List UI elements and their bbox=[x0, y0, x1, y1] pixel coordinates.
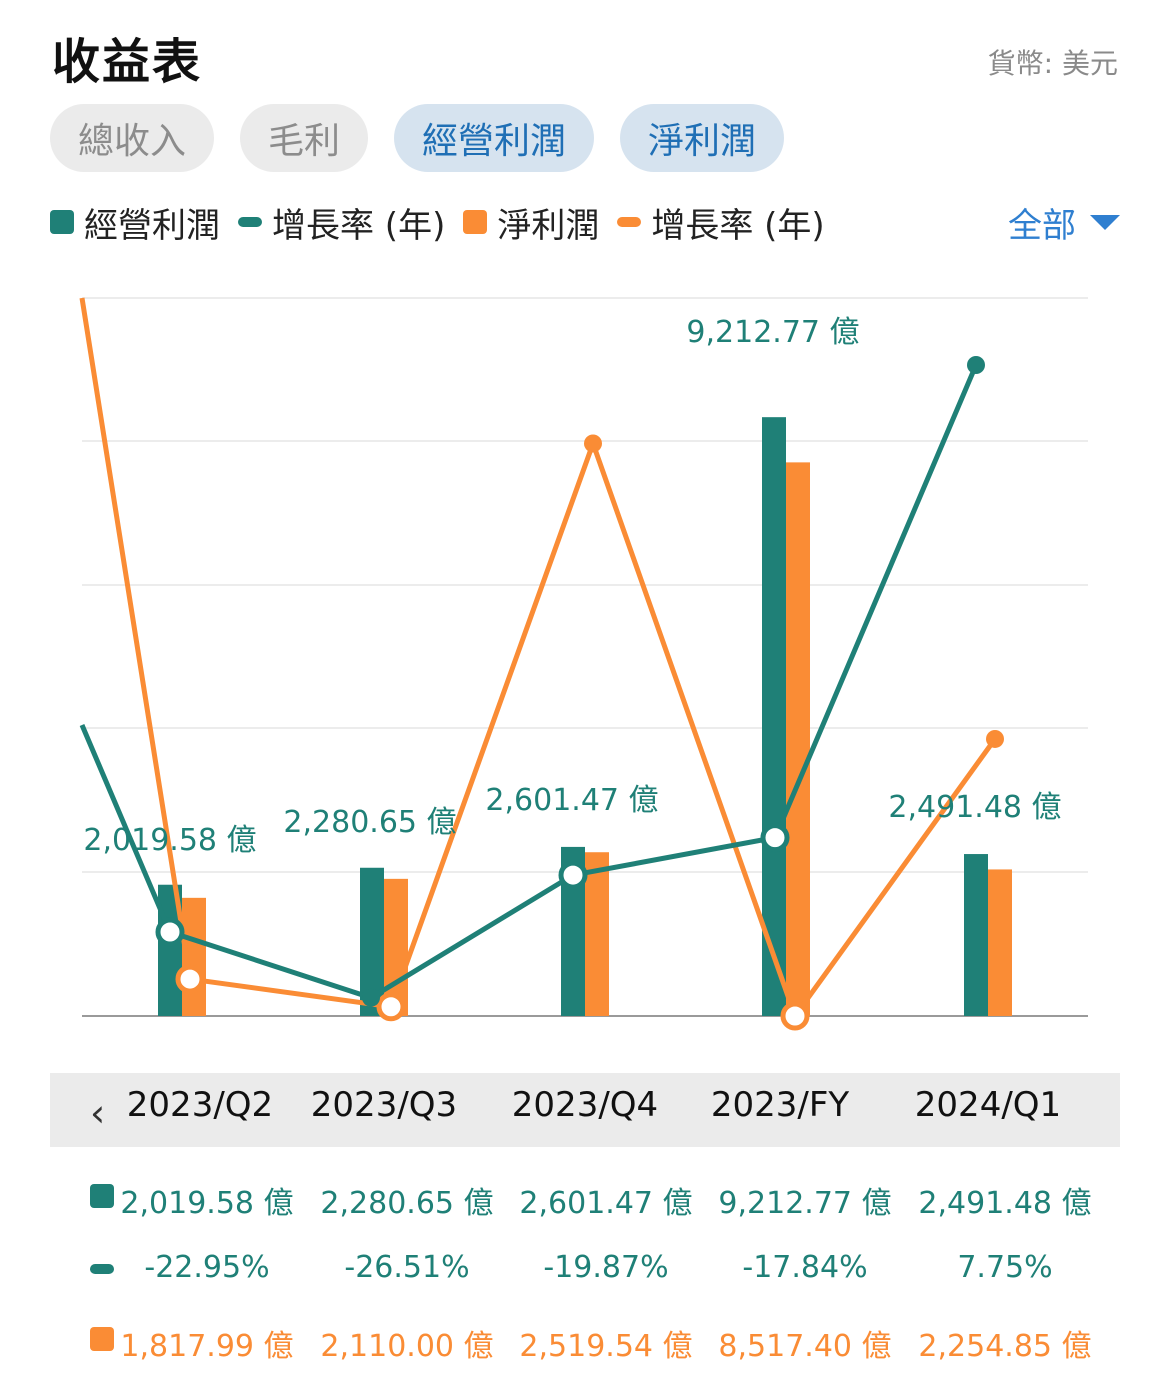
line-net-growth bbox=[79, 297, 998, 1019]
tab-gross-profit[interactable]: 毛利 bbox=[240, 104, 369, 172]
tab-total-revenue[interactable]: 總收入 bbox=[50, 104, 215, 172]
period-label[interactable]: 2023/FY bbox=[710, 1085, 850, 1125]
table-cell-net-profit: 2,110.00 億 bbox=[320, 1329, 494, 1364]
period-label[interactable]: 2024/Q1 bbox=[914, 1085, 1062, 1125]
line-operating-growth-point bbox=[967, 356, 985, 374]
bar-operating-profit bbox=[964, 854, 988, 1016]
table-cell-operating-profit: 2,280.65 億 bbox=[320, 1186, 494, 1221]
table-cell-operating-growth: -17.84% bbox=[742, 1250, 868, 1285]
teal-square-icon bbox=[90, 1184, 114, 1208]
table-cell-net-profit: 8,517.40 億 bbox=[718, 1329, 892, 1364]
legend-operating-profit[interactable]: 經營利潤 bbox=[50, 198, 220, 247]
teal-line-icon bbox=[238, 217, 262, 227]
data-label-operating-profit: 2,491.48 億 bbox=[888, 790, 1061, 825]
data-label-operating-profit: 2,601.47 億 bbox=[485, 783, 658, 818]
orange-square-icon bbox=[463, 210, 488, 234]
table-cell-operating-growth: -22.95% bbox=[144, 1250, 270, 1285]
legend-label: 增長率 (年) bbox=[272, 205, 446, 246]
data-label-operating-profit: 9,212.77 億 bbox=[686, 315, 859, 350]
chevron-left-icon[interactable]: ‹ bbox=[90, 1091, 106, 1135]
legend-operating-growth[interactable]: 增長率 (年) bbox=[238, 198, 445, 247]
currency-label: 貨幣: 美元 bbox=[987, 47, 1118, 80]
line-net-growth-point bbox=[986, 729, 1004, 748]
table-cell-net-profit: 2,254.85 億 bbox=[918, 1329, 1092, 1364]
legend-label: 淨利潤 bbox=[497, 205, 600, 246]
period-label[interactable]: 2023/Q3 bbox=[310, 1085, 458, 1125]
bar-operating-profit bbox=[762, 417, 786, 1017]
table-cell-operating-growth: -26.51% bbox=[344, 1250, 470, 1285]
line-operating-growth bbox=[79, 364, 979, 1001]
data-label-operating-profit: 2,280.65 億 bbox=[283, 805, 456, 840]
table-cell-net-profit: 2,519.54 億 bbox=[519, 1329, 693, 1364]
bar-net-profit bbox=[585, 852, 609, 1016]
table-cell-operating-profit: 2,019.58 億 bbox=[120, 1186, 294, 1221]
legend-label: 經營利潤 bbox=[84, 205, 220, 246]
table-row-net-profit: 1,817.99 億 2,110.00 億 2,519.54 億 8,517.40 億… bbox=[50, 1315, 1120, 1365]
teal-line-icon bbox=[90, 1264, 114, 1274]
filter-label: 全部 bbox=[1008, 205, 1076, 246]
line-net-growth-point bbox=[584, 434, 602, 453]
bar-net-profit bbox=[786, 462, 810, 1016]
line-net-growth-point bbox=[175, 964, 205, 994]
line-operating-growth-point bbox=[760, 823, 790, 853]
chart-legend: 經營利潤 增長率 (年) 淨利潤 增長率 (年) 全部 bbox=[50, 194, 1120, 250]
data-label-operating-profit: 2,019.58 億 bbox=[83, 823, 256, 858]
table-cell-operating-profit: 9,212.77 億 bbox=[718, 1186, 892, 1221]
line-operating-growth-point bbox=[362, 988, 380, 1007]
table-cell-operating-profit: 2,601.47 億 bbox=[519, 1186, 693, 1221]
bar-net-profit bbox=[988, 869, 1012, 1016]
line-net-growth-point bbox=[780, 1001, 810, 1031]
period-label[interactable]: 2023/Q4 bbox=[511, 1085, 659, 1125]
table-row-operating-profit: 2,019.58 億 2,280.65 億 2,601.47 億 9,212.77 億… bbox=[50, 1172, 1120, 1222]
line-net-growth-point bbox=[376, 992, 406, 1022]
legend-label: 增長率 (年) bbox=[651, 205, 825, 246]
legend-net-profit[interactable]: 淨利潤 bbox=[463, 198, 599, 247]
orange-line-icon bbox=[617, 217, 642, 227]
period-filter-dropdown[interactable]: 全部 bbox=[1008, 194, 1120, 250]
table-cell-operating-growth: 7.75% bbox=[957, 1250, 1053, 1285]
page-title: 收益表 bbox=[52, 34, 203, 90]
tab-net-profit[interactable]: 淨利潤 bbox=[620, 104, 785, 172]
caret-down-icon bbox=[1090, 214, 1120, 230]
period-label[interactable]: 2023/Q2 bbox=[126, 1085, 274, 1125]
table-cell-operating-profit: 2,491.48 億 bbox=[918, 1186, 1092, 1221]
legend-net-growth[interactable]: 增長率 (年) bbox=[617, 198, 825, 247]
table-cell-net-profit: 1,817.99 億 bbox=[120, 1329, 294, 1364]
table-row-operating-growth: -22.95% -26.51% -19.87% -17.84% 7.75% bbox=[50, 1244, 1120, 1294]
profit-chart: 2,019.58 億 2,280.65 億 2,601.47 億 9,212.77 億… bbox=[79, 297, 1088, 1031]
teal-square-icon bbox=[50, 210, 74, 234]
period-axis-bar: ‹ 2023/Q2 2023/Q3 2023/Q4 2023/FY 2024/Q1 bbox=[50, 1073, 1120, 1147]
line-operating-growth-point bbox=[155, 917, 185, 947]
line-operating-growth-point bbox=[558, 860, 588, 890]
orange-square-icon bbox=[90, 1327, 114, 1351]
tab-operating-profit[interactable]: 經營利潤 bbox=[394, 104, 595, 172]
table-cell-operating-growth: -19.87% bbox=[543, 1250, 669, 1285]
metric-tabs: 總收入 毛利 經營利潤 淨利潤 bbox=[50, 104, 785, 172]
